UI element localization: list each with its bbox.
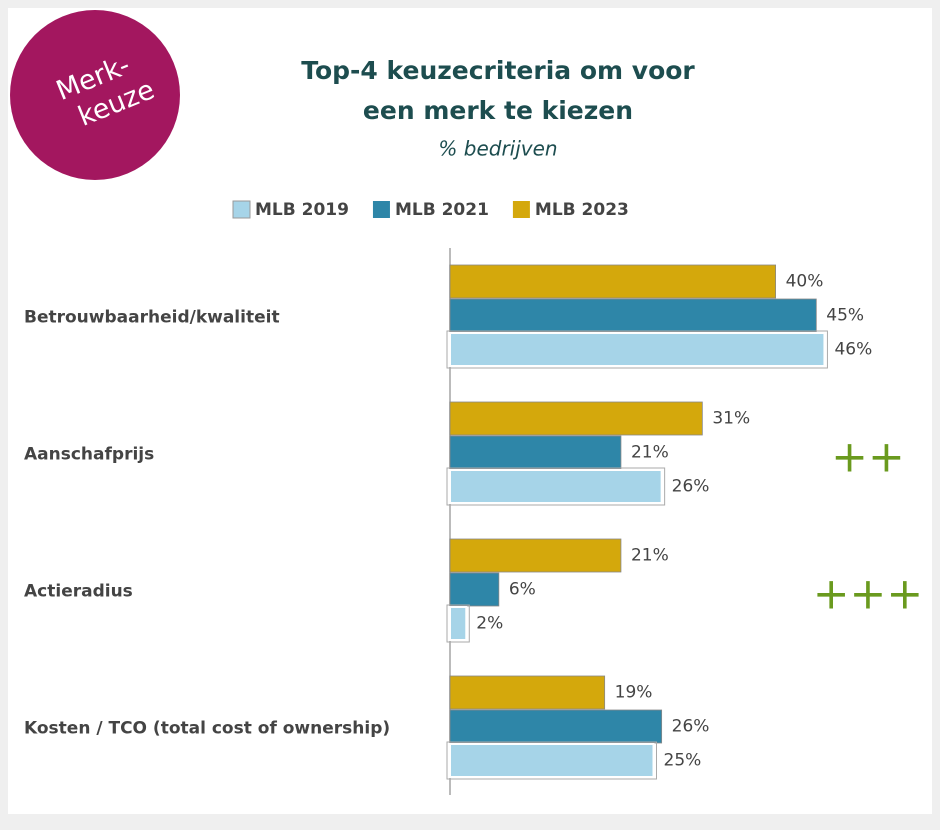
- bar: [449, 401, 703, 436]
- value-label: 26%: [672, 717, 710, 737]
- bar-outline: [446, 741, 657, 780]
- bar: [449, 538, 622, 573]
- value-label: 46%: [834, 340, 872, 360]
- bar: [449, 435, 622, 470]
- bar: [449, 298, 817, 333]
- value-label: 40%: [786, 272, 824, 292]
- y-tick-label: Aanschafprijs: [24, 445, 154, 465]
- bar: [449, 743, 655, 778]
- bar: [449, 606, 468, 641]
- annotation: ++: [831, 432, 905, 483]
- chart-title: een merk te kiezen: [363, 96, 633, 125]
- bar: [449, 264, 777, 299]
- chart-title: Top-4 keuzecriteria om voor: [301, 56, 695, 85]
- y-tick-label: Actieradius: [24, 582, 133, 602]
- bar: [449, 709, 663, 744]
- badge-text: Merk- keuze: [52, 50, 159, 133]
- value-label: 2%: [476, 614, 503, 634]
- legend-swatch: [372, 201, 390, 218]
- badge: [10, 10, 180, 180]
- y-tick-label: Kosten / TCO (total cost of ownership): [24, 719, 390, 739]
- bar: [449, 572, 500, 607]
- value-label: 31%: [712, 409, 750, 429]
- value-label: 45%: [826, 306, 864, 326]
- value-label: 6%: [509, 580, 536, 600]
- value-label: 25%: [664, 751, 702, 771]
- bar-outline: [446, 330, 828, 369]
- y-tick-label: Betrouwbaarheid/kwaliteit: [24, 308, 280, 328]
- value-label: 26%: [672, 477, 710, 497]
- chart-subtitle: % bedrijven: [438, 137, 557, 161]
- legend-swatch: [512, 201, 530, 218]
- value-label: 19%: [615, 683, 653, 703]
- bar-outline: [446, 604, 470, 643]
- bar-outline: [446, 467, 666, 506]
- value-label: 21%: [631, 546, 669, 566]
- legend-swatch: [232, 200, 251, 219]
- legend-label: MLB 2019: [255, 200, 349, 220]
- value-label: 21%: [631, 443, 669, 463]
- legend-label: MLB 2021: [395, 200, 489, 220]
- bar: [449, 675, 606, 710]
- annotation: +++: [813, 569, 924, 620]
- bar: [449, 332, 826, 367]
- legend-label: MLB 2023: [535, 200, 629, 220]
- bar: [449, 469, 663, 504]
